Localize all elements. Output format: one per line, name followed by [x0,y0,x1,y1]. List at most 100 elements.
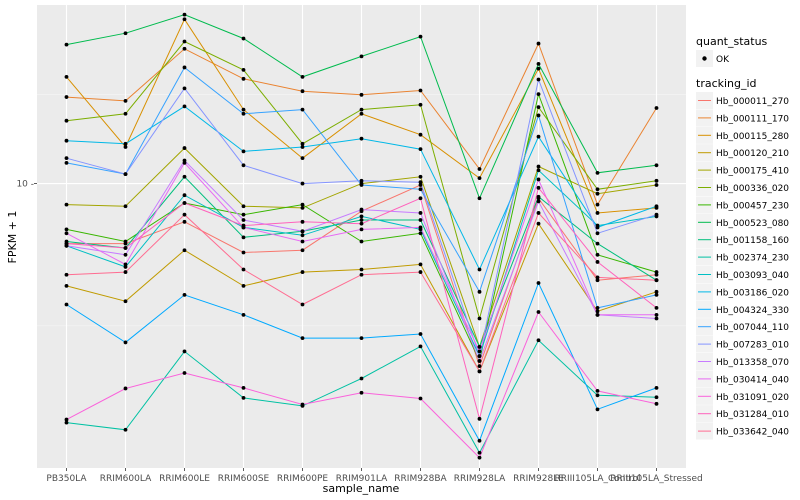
data-point [477,455,482,460]
shape-legend-point [702,56,707,61]
data-point [536,177,541,182]
legend-label: Hb_000011_270 [716,97,789,107]
data-point [418,332,423,336]
x-axis: PB350LA RRIM600LA RRIM600LE RRIM600SE RRIM60… [46,468,703,484]
data-point [418,231,423,236]
data-point [123,98,128,103]
data-point [418,132,423,137]
data-point [477,167,482,171]
data-point [300,336,305,341]
legend-label: Hb_030414_040 [716,375,789,385]
series-points [64,12,659,460]
data-point [300,202,305,207]
data-point [654,163,659,168]
x-tick-label: RRIM928LA [454,474,506,484]
data-point [595,389,600,393]
color-legend: tracking_id Hb_000011_270 Hb_000111_170 Hb… [696,77,789,440]
data-point [64,420,69,425]
data-point [241,76,246,81]
legend-label: Hb_031091_020 [716,393,789,403]
data-point [64,118,69,123]
data-point [477,289,482,294]
x-tick-label: RRIM600LA [100,474,152,484]
legend-label: Hb_004324_330 [716,306,789,316]
data-point [418,187,423,192]
data-point [182,39,187,44]
data-point [359,54,364,59]
data-point [654,312,659,317]
data-point [182,160,187,165]
legend-label: Hb_033642_040 [716,428,789,438]
data-point [64,42,69,47]
data-point [123,270,128,274]
data-point [418,88,423,93]
data-point [300,402,305,407]
legend-label: Hb_002374_230 [716,254,789,264]
data-point [359,227,364,232]
x-tick-label: RRIM928BA [394,474,447,484]
data-point [182,104,187,109]
data-point [595,252,600,257]
data-point [595,309,600,314]
data-point [64,138,69,143]
data-point [182,349,187,354]
data-point [300,156,305,161]
data-point [595,225,600,230]
data-point [300,239,305,244]
legend-label: Hb_007283_010 [716,341,789,351]
data-point [536,61,541,66]
y-axis: 10 - [16,180,37,190]
data-point [241,149,246,154]
data-point [595,191,600,196]
data-point [595,407,600,412]
legend-label: Hb_000336_020 [716,184,789,194]
data-point [418,174,423,179]
data-point [300,74,305,79]
data-point [536,310,541,314]
data-point [359,272,364,277]
data-point [300,107,305,112]
data-point [654,106,659,110]
shape-legend-label: OK [716,55,730,65]
legend-label: Hb_000120_210 [716,149,789,159]
data-point [477,344,482,349]
data-point [300,248,305,253]
data-point [359,111,364,116]
data-point [359,390,364,395]
data-point [123,239,128,244]
legend-label: Hb_000111_170 [716,114,789,124]
data-point [536,211,541,215]
data-point [477,416,482,421]
data-point [418,225,423,230]
x-axis-title: sample_name [323,482,400,495]
data-point [595,260,600,264]
data-point [536,92,541,96]
legend-label: Hb_007044_110 [716,323,789,333]
data-point [595,275,600,280]
data-point [654,316,659,321]
data-point [536,281,541,285]
data-point [64,272,69,277]
data-point [536,194,541,199]
data-point [654,289,659,294]
data-point [654,270,659,274]
data-point [654,401,659,406]
data-point [654,292,659,297]
x-tick-label: RRIM600SE [218,474,270,484]
legend-label: Hb_000457_230 [716,201,789,211]
data-point [418,262,423,267]
data-point [64,160,69,165]
data-point [359,136,364,141]
data-point [123,299,128,304]
data-point [654,183,659,187]
data-point [241,36,246,41]
legend-label: Hb_000115_280 [716,132,789,142]
data-point [359,336,364,341]
data-point [123,340,128,345]
data-point [182,212,187,217]
data-point [477,316,482,321]
data-point [64,202,69,207]
data-point [300,141,305,146]
x-tick-label: RRIII105LA_Stressed [610,474,702,484]
data-point [477,369,482,374]
